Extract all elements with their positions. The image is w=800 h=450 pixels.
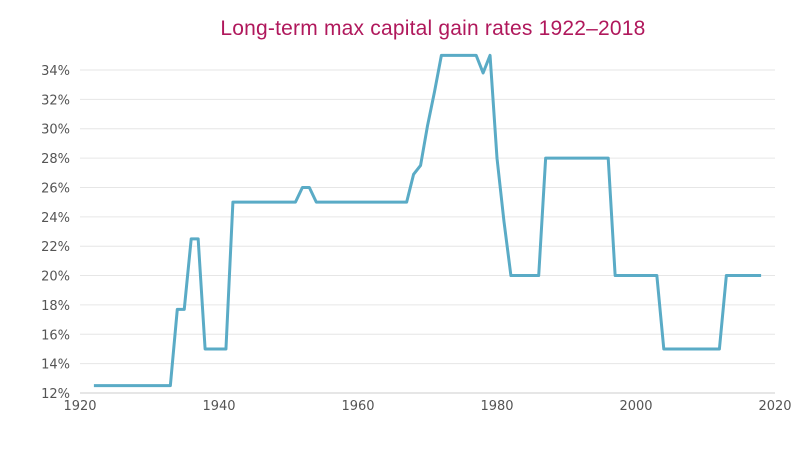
y-tick-label: 14% bbox=[41, 358, 70, 373]
y-tick-label: 12% bbox=[41, 387, 70, 402]
x-tick-label: 1940 bbox=[202, 399, 235, 414]
y-tick-label: 16% bbox=[41, 328, 70, 343]
y-tick-label: 26% bbox=[41, 181, 70, 196]
y-tick-label: 34% bbox=[41, 64, 70, 79]
y-tick-label: 24% bbox=[41, 211, 70, 226]
chart-title: Long-term max capital gain rates 1922–20… bbox=[220, 17, 646, 40]
x-tick-label: 1920 bbox=[63, 399, 96, 414]
y-tick-label: 20% bbox=[41, 270, 70, 285]
x-tick-label: 2020 bbox=[758, 399, 791, 414]
y-tick-label: 28% bbox=[41, 152, 70, 167]
y-tick-label: 22% bbox=[41, 240, 70, 255]
y-tick-label: 32% bbox=[41, 93, 70, 108]
series-line bbox=[93, 53, 762, 388]
y-tick-label: 30% bbox=[41, 123, 70, 138]
x-tick-label: 2000 bbox=[619, 399, 652, 414]
x-tick-label: 1960 bbox=[341, 399, 374, 414]
x-tick-label: 1980 bbox=[480, 399, 513, 414]
y-tick-label: 18% bbox=[41, 299, 70, 314]
